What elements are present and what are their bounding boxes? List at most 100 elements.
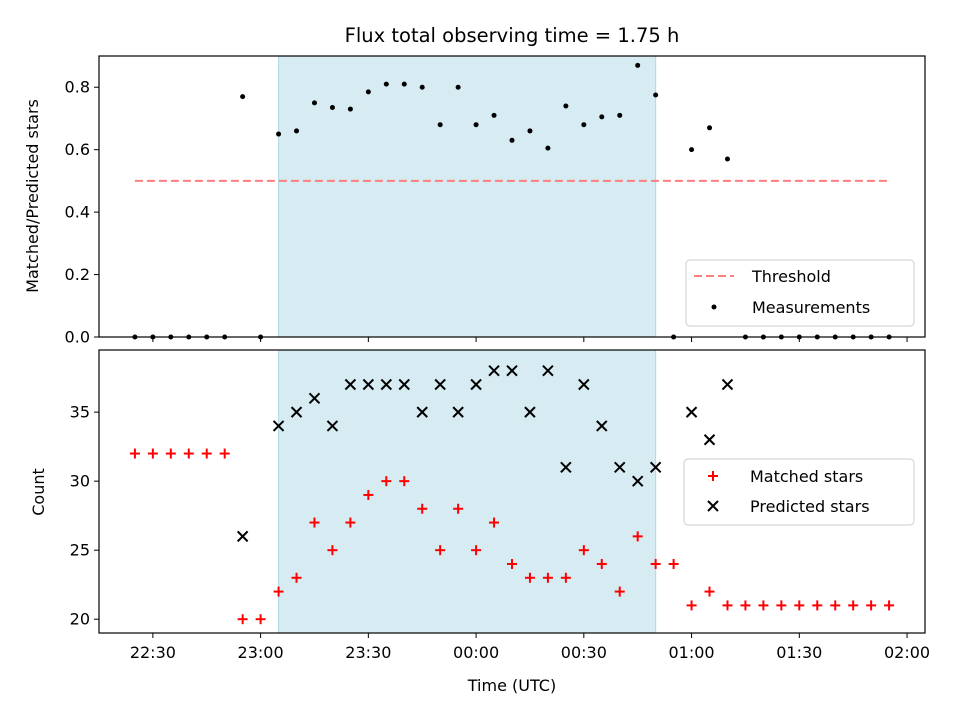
measurement-point <box>383 81 389 87</box>
measurement-point <box>599 114 605 120</box>
y-tick-label: 25 <box>70 541 90 560</box>
x-tick-label: 23:00 <box>238 643 284 662</box>
matched-stars-point <box>542 572 553 583</box>
measurement-point <box>581 122 587 128</box>
predicted-stars-point <box>344 378 357 391</box>
y-tick-label: 35 <box>70 403 90 422</box>
matched-stars-point <box>632 531 643 542</box>
bottom-x-ticks: 22:30 23:00 23:30 00:00 00:30 01:00 01:30 02:00 <box>130 633 930 662</box>
predicted-stars-point <box>272 420 285 432</box>
bottom-axes: 20 25 30 35 22:30 23:00 23:30 00:00 00:30 01:00 0… <box>29 349 930 695</box>
predicted-stars-point <box>560 461 572 474</box>
predicted-stars-point <box>614 461 626 474</box>
measurement-point <box>563 103 569 109</box>
matched-stars-point <box>147 448 158 459</box>
matched-stars-point <box>722 600 733 611</box>
measurement-point <box>545 145 551 151</box>
predicted-stars-point <box>703 434 716 446</box>
matched-stars-point <box>201 448 212 459</box>
top-y-axis-label: Matched/Predicted stars <box>23 99 42 293</box>
matched-stars-point <box>650 558 661 569</box>
matched-stars-point <box>848 600 859 611</box>
matched-stars-point <box>453 503 464 514</box>
predicted-stars-point <box>578 378 590 391</box>
predicted-stars-point <box>308 392 321 405</box>
measurement-point <box>491 112 497 118</box>
measurement-point <box>294 128 300 134</box>
matched-stars-point <box>614 586 625 597</box>
bottom-legend: Matched stars Predicted stars <box>683 458 915 526</box>
y-tick-label: 0.6 <box>65 140 90 159</box>
measurement-point <box>329 105 335 111</box>
matched-stars-point <box>668 558 679 569</box>
y-tick-label: 30 <box>70 472 90 491</box>
x-tick-label: 00:00 <box>453 643 499 662</box>
predicted-stars-point <box>721 378 734 391</box>
top-legend: Threshold Measurements <box>685 259 915 327</box>
predicted-stars-point <box>524 406 536 418</box>
predicted-legend-swatch <box>707 500 719 512</box>
bottom-marks <box>129 365 895 625</box>
predicted-stars-point <box>506 365 518 377</box>
matched-legend-swatch <box>708 471 718 481</box>
predicted-stars-point <box>649 461 662 474</box>
matched-stars-point <box>345 517 356 528</box>
matched-stars-point <box>471 545 482 556</box>
top-x-ticks <box>152 337 908 342</box>
predicted-stars-point <box>596 420 608 432</box>
predicted-stars-point <box>631 475 644 487</box>
measurement-point <box>617 112 623 118</box>
top-axes: 0.0 0.2 0.4 0.6 0.8 Flux total observing tim… <box>23 24 926 347</box>
matched-stars-point <box>704 586 715 597</box>
matched-stars-point <box>327 545 338 556</box>
matched-stars-point <box>309 517 320 528</box>
matched-stars-point <box>165 448 176 459</box>
predicted-stars-point <box>326 420 339 432</box>
measurement-point <box>653 92 659 98</box>
matched-stars-point <box>489 517 500 528</box>
matched-stars-point <box>560 572 571 583</box>
matched-stars-point <box>524 572 535 583</box>
predicted-stars-point <box>685 406 698 418</box>
x-tick-label: 01:00 <box>669 643 715 662</box>
measurement-point <box>240 94 246 100</box>
matched-stars-point <box>740 600 751 611</box>
top-axes-frame <box>98 55 926 338</box>
top-marks <box>132 62 892 340</box>
bottom-axes-frame <box>98 349 926 634</box>
measurements-legend-label: Measurements <box>752 298 870 317</box>
matched-stars-point <box>417 503 428 514</box>
measurement-point <box>347 106 353 112</box>
measurement-point <box>276 131 282 137</box>
matched-stars-point <box>435 545 446 556</box>
predicted-stars-point <box>542 365 554 377</box>
bottom-legend-box <box>683 458 915 526</box>
matched-stars-point <box>255 614 266 625</box>
measurement-point <box>419 84 425 90</box>
matched-stars-point <box>219 448 230 459</box>
measurement-point <box>724 156 730 162</box>
bottom-y-axis-label: Count <box>29 468 48 516</box>
measurement-point <box>455 84 461 90</box>
predicted-stars-point <box>362 378 375 391</box>
predicted-stars-point <box>470 378 482 391</box>
predicted-stars-point <box>416 406 428 418</box>
chart-title: Flux total observing time = 1.75 h <box>345 24 680 47</box>
top-y-ticks: 0.0 0.2 0.4 0.6 0.8 <box>65 78 99 347</box>
measurements-legend-swatch <box>711 304 717 310</box>
matched-stars-point <box>129 448 140 459</box>
y-tick-label: 0.8 <box>65 78 90 97</box>
predicted-legend-label: Predicted stars <box>750 497 870 516</box>
matched-stars-point <box>596 558 607 569</box>
matched-stars-point <box>776 600 787 611</box>
x-tick-label: 02:00 <box>884 643 930 662</box>
matched-stars-point <box>794 600 805 611</box>
predicted-stars-point <box>434 378 446 391</box>
x-tick-label: 01:30 <box>776 643 822 662</box>
bottom-y-ticks: 20 25 30 35 <box>70 403 99 629</box>
y-tick-label: 0.0 <box>65 328 90 347</box>
measurement-point <box>635 62 641 68</box>
matched-stars-point <box>758 600 769 611</box>
predicted-stars-point <box>398 378 410 391</box>
